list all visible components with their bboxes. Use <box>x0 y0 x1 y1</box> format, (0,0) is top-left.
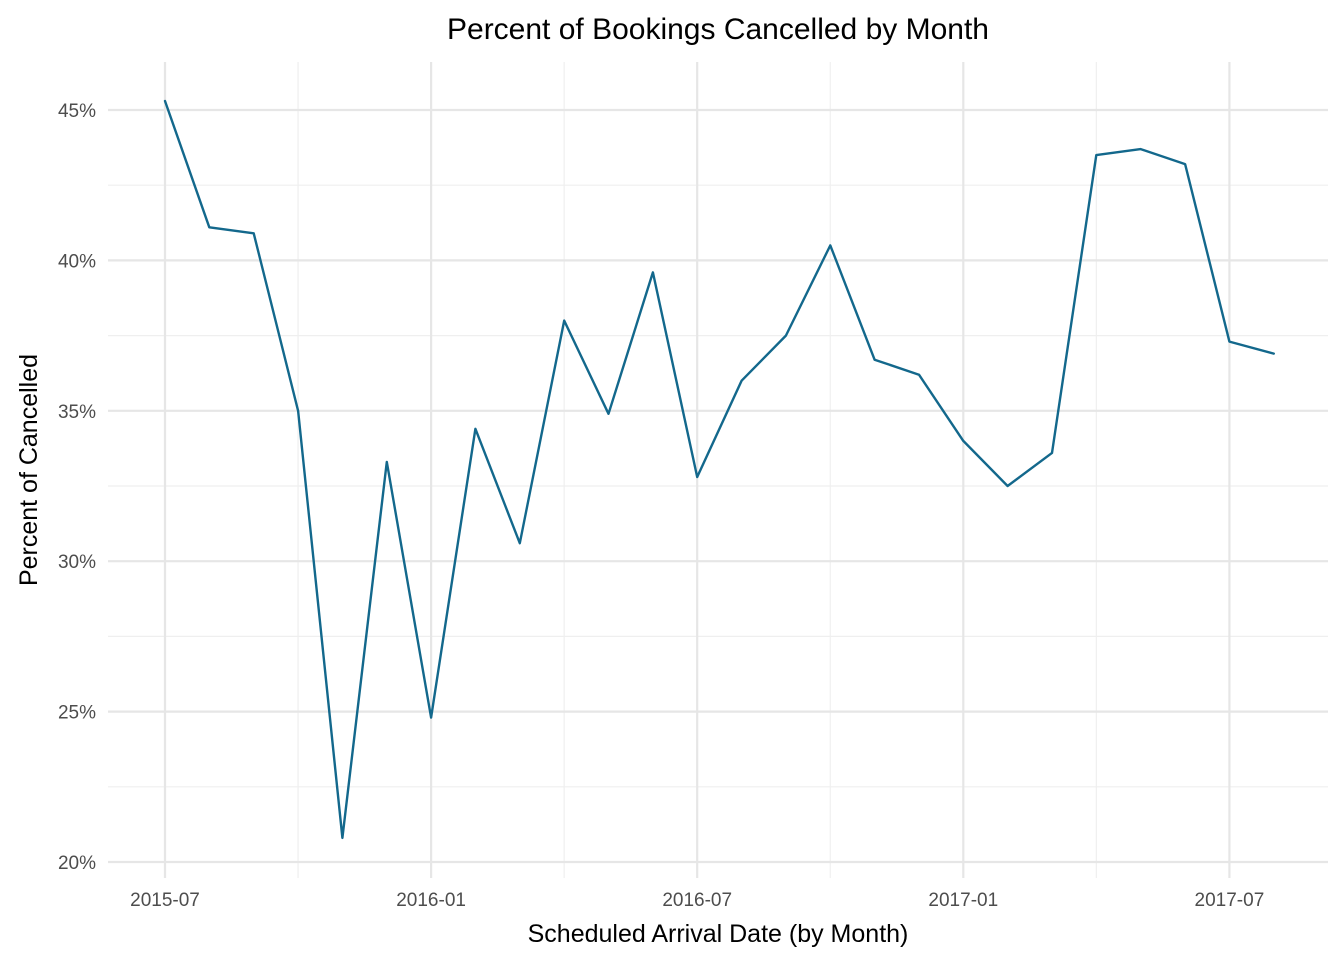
y-tick-label: 45% <box>58 101 96 122</box>
x-tick-label: 2016-07 <box>662 890 732 911</box>
x-tick-label: 2015-07 <box>130 890 200 911</box>
y-axis-label: Percent of Cancelled <box>15 354 43 586</box>
major-gridlines <box>108 62 1328 878</box>
series-layer <box>163 99 1276 840</box>
y-tick-label: 40% <box>58 251 96 272</box>
minor-gridlines <box>108 62 1328 878</box>
y-tick-label: 35% <box>58 402 96 423</box>
x-axis-tick-labels: 2015-07 2016-01 2016-07 2017-01 2017-07 <box>130 890 1264 911</box>
y-tick-label: 30% <box>58 552 96 573</box>
chart-title: Percent of Bookings Cancelled by Month <box>447 13 989 46</box>
x-tick-label: 2016-01 <box>396 890 466 911</box>
y-axis-tick-labels: 20% 25% 30% 35% 40% 45% <box>58 101 96 874</box>
x-tick-label: 2017-01 <box>928 890 998 911</box>
x-axis-label: Scheduled Arrival Date (by Month) <box>528 920 909 948</box>
series-line <box>163 99 1276 840</box>
x-tick-label: 2017-07 <box>1195 890 1265 911</box>
y-tick-label: 20% <box>58 853 96 874</box>
y-tick-label: 25% <box>58 703 96 724</box>
